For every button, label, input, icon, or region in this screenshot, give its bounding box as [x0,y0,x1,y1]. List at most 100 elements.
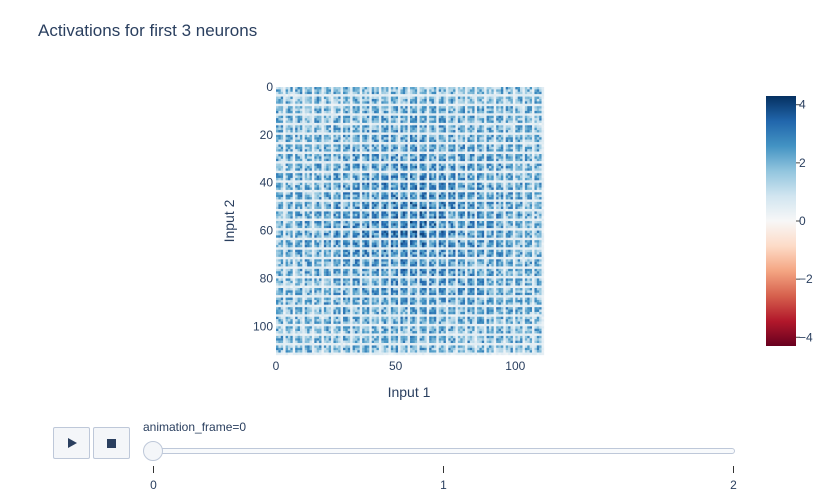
heatmap-cell [462,110,466,114]
heatmap-cell [453,132,456,135]
heatmap-cell [455,127,458,131]
heatmap-cell [441,156,444,159]
heatmap-cell [343,180,346,183]
heatmap-cell [505,187,509,191]
heatmap-cell [354,125,358,128]
heatmap-cell [402,163,406,167]
heatmap-cell [343,165,346,169]
heatmap-cell [539,182,542,186]
heatmap-cell [472,110,475,114]
heatmap-cell [292,163,296,167]
heatmap-cell [343,122,346,126]
heatmap-cell [517,189,521,193]
heatmap-cell [297,158,301,162]
heatmap-cell [433,139,437,143]
heatmap-cell [455,168,458,171]
heatmap-cell [335,87,339,90]
heatmap-cell [460,185,463,188]
heatmap-cell [287,98,291,102]
heatmap-cell [517,137,521,140]
heatmap-cell [278,103,281,107]
heatmap-cell [467,115,470,119]
heatmap-cell [529,154,533,157]
heatmap-cell [390,177,394,181]
heatmap-cell [295,108,298,112]
heatmap-cell [338,139,341,143]
heatmap-cell [541,101,545,104]
heatmap-cell [340,158,344,162]
heatmap-cell [383,142,387,145]
heatmap-cell [524,113,528,116]
heatmap-cell [508,161,511,164]
heatmap-cell [376,122,380,126]
heatmap-cell [527,168,530,171]
heatmap-cell [491,120,494,124]
heatmap-cell [333,127,336,131]
heatmap-cell [364,175,368,179]
heatmap-cell [386,118,389,121]
heatmap-cell [333,173,336,176]
heatmap-cell [302,175,305,179]
heatmap-cell [491,144,494,147]
heatmap-cell [352,103,356,107]
heatmap-cell [386,168,389,171]
heatmap-cell [469,91,473,95]
heatmap-cell [405,144,408,147]
heatmap-cell [517,173,521,176]
heatmap-cell [429,101,432,104]
heatmap-cell [371,142,375,145]
heatmap-cells[interactable] [276,87,545,356]
heatmap-cell [457,122,461,126]
heatmap-cell [441,103,444,107]
heatmap-cell [285,98,289,102]
heatmap-cell [343,185,346,188]
heatmap-cell [295,113,298,116]
heatmap-cell [472,87,475,90]
heatmap-cell [486,154,490,157]
heatmap-cell [343,142,346,145]
heatmap-cell [383,170,387,174]
heatmap-cell [419,161,423,164]
heatmap-cell [314,91,317,95]
heatmap-cell [378,170,382,174]
heatmap-cell [477,122,480,126]
heatmap-cell [539,132,542,135]
heatmap-cell [395,122,399,126]
heatmap-cell [295,163,298,167]
heatmap-cell [529,94,533,97]
heatmap-cell [316,87,320,90]
heatmap-cell [393,161,396,164]
heatmap-cell [520,168,523,171]
heatmap-cell [481,149,485,152]
heatmap-cell [357,113,360,116]
heatmap-cell [378,96,382,100]
heatmap-cell [417,139,420,143]
heatmap-cell [498,110,502,114]
heatmap-cell [371,137,375,140]
heatmap-cell [276,170,279,174]
heatmap-cell [484,177,487,181]
heatmap-cell [283,189,286,193]
heatmap-cell [357,118,360,121]
heatmap-cell [343,96,346,100]
heatmap-cell [309,115,313,119]
heatmap-cell [295,91,298,95]
heatmap-cell [450,146,454,150]
heatmap-cell [390,175,394,179]
heatmap-cell [390,98,394,102]
heatmap-cell [276,149,279,152]
heatmap-cell [278,110,281,114]
heatmap-cell [381,192,384,195]
heatmap-cell [386,89,389,92]
heatmap-cell [414,101,418,104]
heatmap-cell [374,130,377,133]
heatmap-cell [462,108,466,112]
heatmap-cell [448,163,451,167]
heatmap-cell [359,173,363,176]
heatmap-cell [421,163,425,167]
heatmap-cell [374,98,377,102]
heatmap-cell [539,91,542,95]
heatmap-cell [472,146,475,150]
heatmap-cell [424,89,427,92]
